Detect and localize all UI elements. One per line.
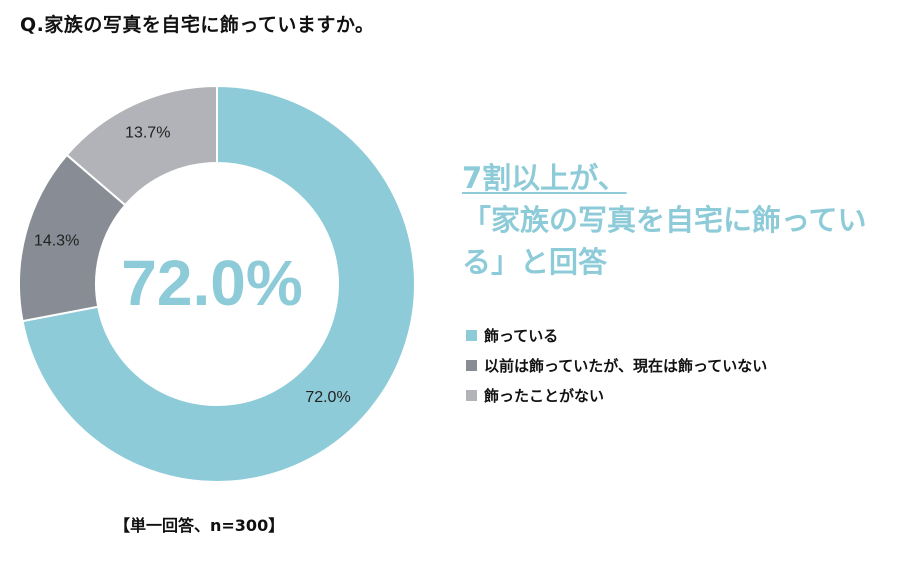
legend-label: 飾っている: [484, 326, 559, 345]
legend-swatch: [466, 329, 477, 341]
legend-swatch: [466, 359, 477, 371]
legend-item: 飾っている: [466, 320, 767, 350]
headline-line-3: る」と回答: [462, 245, 608, 279]
slice-1: [21, 84, 416, 483]
legend-item: 以前は飾っていたが、現在は飾っていない: [466, 350, 767, 380]
legend-item: 飾ったことがない: [466, 380, 767, 410]
donut-center-label: 72.0%: [121, 247, 302, 319]
legend-label: 飾ったことがない: [484, 386, 605, 405]
slice-value-label: 13.7%: [125, 124, 170, 141]
slice-value-label: 72.0%: [305, 389, 350, 406]
headline-line-2: 「家族の写真を自宅に飾ってい: [462, 203, 867, 237]
headline: 7割以上が、 「家族の写真を自宅に飾ってい る」と回答: [462, 157, 902, 283]
question-title: Q.家族の写真を自宅に飾っていますか。: [20, 14, 375, 36]
legend-label: 以前は飾っていたが、現在は飾っていない: [484, 356, 768, 375]
chart-legend: 飾っている 以前は飾っていたが、現在は飾っていない 飾ったことがない: [466, 320, 767, 410]
headline-line-1: 7割以上が、: [462, 161, 627, 195]
slice-value-label: 14.3%: [34, 232, 79, 249]
sample-footnote: 【単一回答、n=300】: [114, 516, 285, 535]
legend-swatch: [466, 389, 477, 401]
slice-3: [65, 84, 218, 207]
slice-value-labels: 72.0% 14.3% 13.7%: [34, 124, 351, 406]
donut-slices: [18, 84, 416, 483]
